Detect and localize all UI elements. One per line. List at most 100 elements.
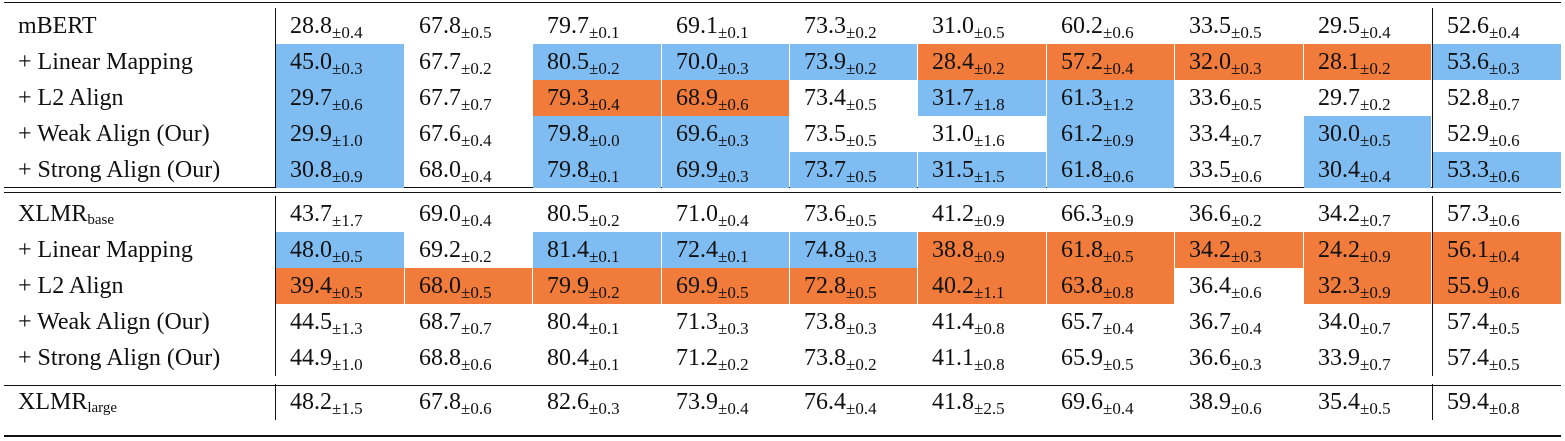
row-label: mBERT xyxy=(18,8,97,44)
table-row: 28.8±0.4 67.8±0.5 79.7±0.1 69.1±0.1 73.3±0.2… xyxy=(0,8,1565,44)
table-cell: 69.0±0.4 xyxy=(405,196,532,232)
cell-value: 74.8±0.3 xyxy=(804,237,877,266)
cell-std: ±0.5 xyxy=(718,283,749,302)
table-cell: 33.4±0.7 xyxy=(1175,116,1303,152)
cell-std: ±0.5 xyxy=(332,247,363,266)
cell-std: ±0.4 xyxy=(1103,59,1134,78)
cell-std: ±0.9 xyxy=(1360,283,1391,302)
table-cell: 30.8±0.9 xyxy=(276,152,404,188)
cell-std: ±0.6 xyxy=(332,95,363,114)
cell-std: ±0.6 xyxy=(1489,131,1520,150)
cell-value: 69.9±0.3 xyxy=(676,157,749,186)
table-cell: 67.7±0.2 xyxy=(405,44,532,80)
column-separator xyxy=(275,196,276,376)
table-cell: 34.2±0.7 xyxy=(1304,196,1431,232)
table-cell: 61.2±0.9 xyxy=(1047,116,1174,152)
table-cell: 52.6±0.4 xyxy=(1433,8,1561,44)
cell-value: 53.6±0.3 xyxy=(1447,49,1520,78)
row-label: + Linear Mapping xyxy=(18,232,193,268)
table-cell: 73.8±0.3 xyxy=(790,304,917,340)
cell-std: ±0.5 xyxy=(1489,355,1520,374)
cell-value: 34.2±0.7 xyxy=(1318,201,1391,230)
cell-std: ±0.4 xyxy=(461,131,492,150)
row-label: + Weak Align (Our) xyxy=(18,304,210,340)
cell-std: ±0.7 xyxy=(1360,211,1391,230)
table-row: 44.9±1.0 68.8±0.6 80.4±0.1 71.2±0.2 73.8±0.2… xyxy=(0,340,1565,376)
cell-value: 41.2±0.9 xyxy=(932,201,1005,230)
cell-std: ±0.2 xyxy=(846,355,877,374)
cell-std: ±0.7 xyxy=(461,319,492,338)
cell-std: ±0.4 xyxy=(1489,23,1520,42)
table-cell: 41.2±0.9 xyxy=(918,196,1046,232)
cell-value: 73.5±0.5 xyxy=(804,121,877,150)
cell-value: 72.4±0.1 xyxy=(676,237,749,266)
cell-value: 30.8±0.9 xyxy=(290,157,363,186)
cell-value: 69.2±0.2 xyxy=(419,237,492,266)
cell-std: ±0.9 xyxy=(1103,211,1134,230)
cell-std: ±1.1 xyxy=(974,283,1005,302)
cell-value: 33.6±0.5 xyxy=(1189,85,1262,114)
table-cell: 71.3±0.3 xyxy=(662,304,789,340)
cell-std: ±0.3 xyxy=(846,247,877,266)
table-cell: 29.5±0.4 xyxy=(1304,8,1431,44)
cell-value: 43.7±1.7 xyxy=(290,201,363,230)
cell-std: ±0.2 xyxy=(718,355,749,374)
table-cell: 68.7±0.7 xyxy=(405,304,532,340)
table-cell: 36.6±0.2 xyxy=(1175,196,1303,232)
cell-value: 36.4±0.6 xyxy=(1189,273,1262,302)
column-separator xyxy=(1432,384,1433,420)
table-cell: 67.6±0.4 xyxy=(405,116,532,152)
cell-std: ±0.6 xyxy=(1489,283,1520,302)
cell-value: 68.0±0.5 xyxy=(419,273,492,302)
cell-std: ±0.4 xyxy=(461,211,492,230)
cell-std: ±0.5 xyxy=(461,283,492,302)
cell-value: 36.7±0.4 xyxy=(1189,309,1262,338)
row-label-text: mBERT xyxy=(18,13,97,39)
cell-std: ±0.2 xyxy=(1360,95,1391,114)
cell-value: 31.7±1.8 xyxy=(932,85,1005,114)
cell-value: 67.6±0.4 xyxy=(419,121,492,150)
table-cell: 55.9±0.6 xyxy=(1433,268,1561,304)
column-separator xyxy=(275,384,276,420)
cell-value: 65.9±0.5 xyxy=(1061,345,1134,374)
cell-value: 79.3±0.4 xyxy=(547,85,620,114)
table-cell: 80.4±0.1 xyxy=(533,304,661,340)
cell-value: 29.7±0.2 xyxy=(1318,85,1391,114)
cell-std: ±0.5 xyxy=(846,95,877,114)
cell-std: ±0.8 xyxy=(974,355,1005,374)
row-label-subscript: base xyxy=(87,212,114,228)
table-row: 43.7±1.7 69.0±0.4 80.5±0.2 71.0±0.4 73.6±0.5… xyxy=(0,196,1565,232)
table-cell: 68.9±0.6 xyxy=(662,80,789,116)
table-cell: 41.1±0.8 xyxy=(918,340,1046,376)
cell-std: ±0.7 xyxy=(1489,95,1520,114)
cell-value: 68.8±0.6 xyxy=(419,345,492,374)
cell-value: 73.9±0.4 xyxy=(676,389,749,418)
cell-value: 57.2±0.4 xyxy=(1061,49,1134,78)
cell-std: ±0.7 xyxy=(1360,355,1391,374)
cell-value: 33.4±0.7 xyxy=(1189,121,1262,150)
cell-std: ±0.5 xyxy=(1231,95,1262,114)
table-cell: 48.2±1.5 xyxy=(276,384,404,420)
table-cell: 34.0±0.7 xyxy=(1304,304,1431,340)
cell-value: 61.3±1.2 xyxy=(1061,85,1134,114)
cell-std: ±0.6 xyxy=(461,399,492,418)
row-label: + L2 Align xyxy=(18,80,124,116)
table-cell: 79.8±0.1 xyxy=(533,152,661,188)
cell-value: 80.4±0.1 xyxy=(547,345,620,374)
top-rule xyxy=(4,2,1561,3)
cell-std: ±0.0 xyxy=(589,131,620,150)
cell-std: ±1.5 xyxy=(974,167,1005,186)
table-cell: 41.8±2.5 xyxy=(918,384,1046,420)
table-cell: 52.8±0.7 xyxy=(1433,80,1561,116)
cell-std: ±0.9 xyxy=(1103,131,1134,150)
cell-std: ±1.7 xyxy=(332,211,363,230)
cell-std: ±0.6 xyxy=(1489,211,1520,230)
cell-std: ±0.2 xyxy=(1231,211,1262,230)
table-cell: 38.9±0.6 xyxy=(1175,384,1303,420)
cell-std: ±0.8 xyxy=(1103,283,1134,302)
row-label: + Strong Align (Our) xyxy=(18,152,220,188)
table-cell: 53.6±0.3 xyxy=(1433,44,1561,80)
row-label-text: + Linear Mapping xyxy=(18,237,193,263)
cell-std: ±0.4 xyxy=(1360,167,1391,186)
cell-value: 80.4±0.1 xyxy=(547,309,620,338)
